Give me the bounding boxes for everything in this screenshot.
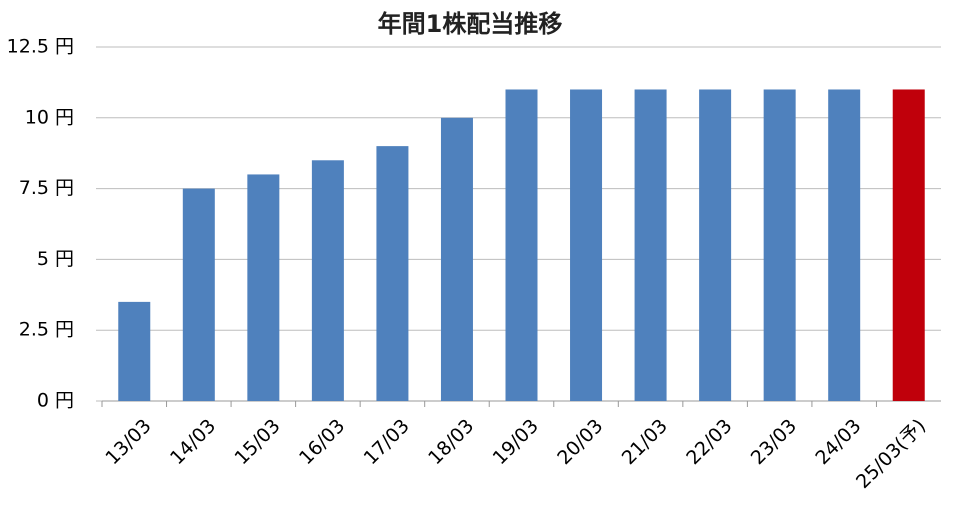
x-tick-label: 13/03	[101, 415, 155, 469]
x-tick-label: 22/03	[682, 415, 736, 469]
bar	[699, 89, 732, 401]
x-tick-label: 15/03	[230, 415, 284, 469]
bar	[118, 301, 151, 401]
bar	[311, 160, 344, 401]
bar	[892, 89, 925, 401]
x-tick-label: 24/03	[811, 415, 865, 469]
x-tick-label: 20/03	[553, 415, 607, 469]
chart-title: 年間1株配当推移	[378, 10, 563, 38]
bar	[247, 174, 280, 401]
y-tick-label: 0 円	[37, 390, 74, 412]
y-tick-label: 10 円	[25, 106, 74, 128]
x-tick-label: 23/03	[747, 415, 801, 469]
y-tick-label: 5 円	[37, 248, 74, 270]
x-tick-label: 14/03	[166, 415, 220, 469]
bar	[763, 89, 796, 401]
y-tick-label: 2.5 円	[19, 319, 74, 341]
x-tick-label: 21/03	[618, 415, 672, 469]
bar	[505, 89, 538, 401]
bar	[828, 89, 861, 401]
x-tick-label: 19/03	[489, 415, 543, 469]
x-tick-label: 16/03	[295, 415, 349, 469]
x-tick-label: 17/03	[360, 415, 414, 469]
x-tick-label: 18/03	[424, 415, 478, 469]
bar	[634, 89, 667, 401]
y-tick-label: 12.5 円	[7, 36, 74, 58]
bar	[440, 117, 473, 402]
x-tick-label: 25/03(予)	[852, 415, 930, 493]
y-tick-label: 7.5 円	[19, 177, 74, 199]
bar	[376, 146, 409, 401]
bar	[182, 188, 215, 401]
bar	[570, 89, 603, 401]
